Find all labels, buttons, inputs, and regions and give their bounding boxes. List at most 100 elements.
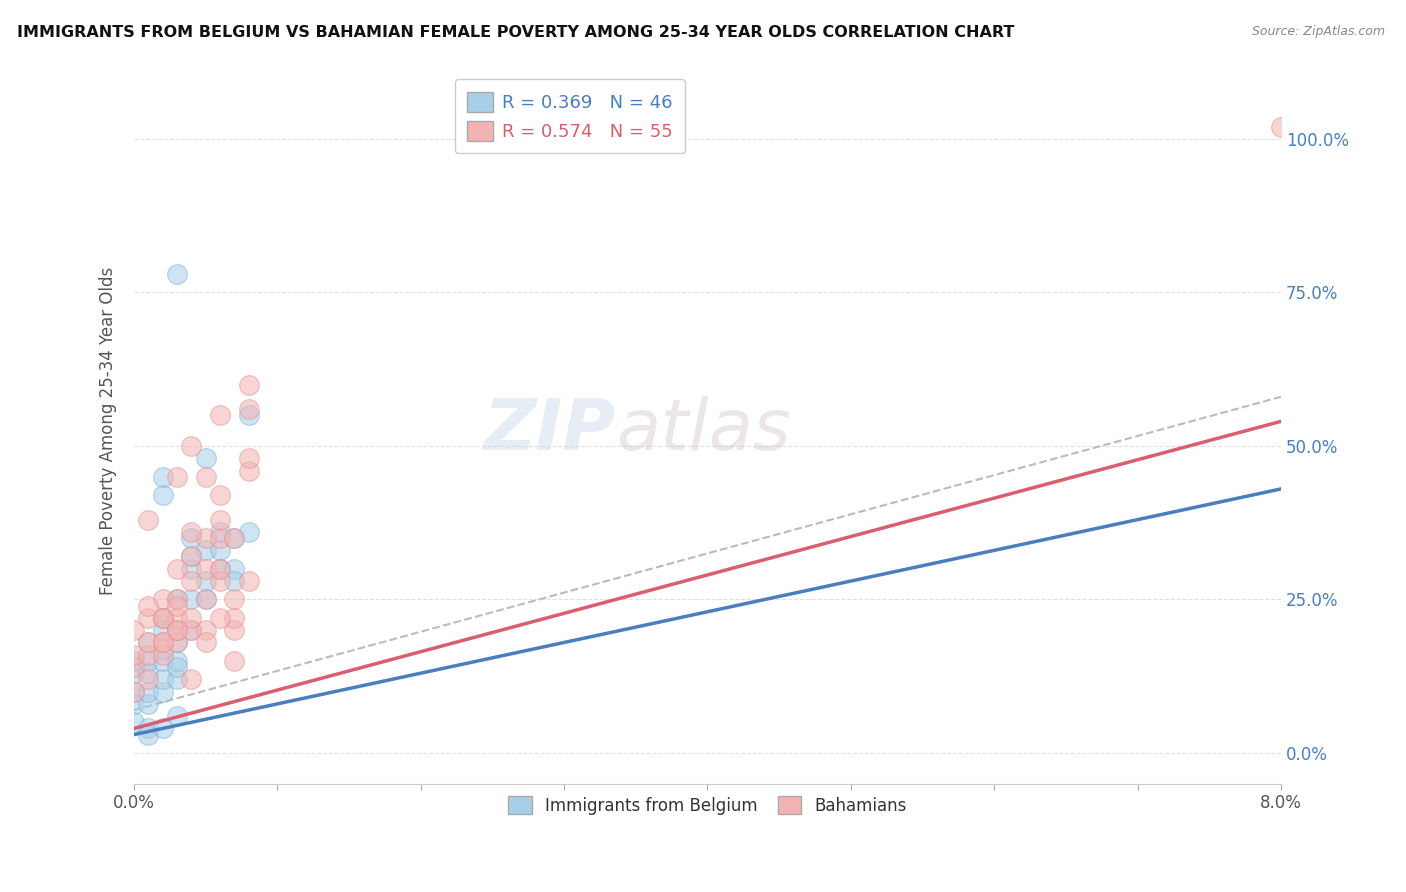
Point <box>180 592 202 607</box>
Point <box>194 469 217 483</box>
Point <box>152 673 174 687</box>
Point <box>194 574 217 588</box>
Point <box>238 409 260 423</box>
Point <box>180 673 202 687</box>
Point <box>238 463 260 477</box>
Point <box>224 592 246 607</box>
Point <box>152 611 174 625</box>
Point <box>194 562 217 576</box>
Point <box>122 697 145 711</box>
Point <box>238 402 260 417</box>
Point <box>122 660 145 674</box>
Point <box>166 623 188 637</box>
Point <box>138 611 160 625</box>
Point <box>122 684 145 698</box>
Point <box>180 531 202 545</box>
Point <box>138 648 160 662</box>
Point <box>209 562 232 576</box>
Point <box>138 722 160 736</box>
Point <box>224 623 246 637</box>
Point <box>180 623 202 637</box>
Point <box>238 524 260 539</box>
Point <box>194 635 217 649</box>
Point <box>224 611 246 625</box>
Point <box>152 722 174 736</box>
Point <box>152 684 174 698</box>
Point <box>166 592 188 607</box>
Point <box>122 684 145 698</box>
Point <box>166 267 188 281</box>
Point <box>166 562 188 576</box>
Point <box>166 599 188 613</box>
Point <box>122 715 145 730</box>
Point <box>209 409 232 423</box>
Point <box>180 439 202 453</box>
Point <box>152 635 174 649</box>
Text: ZIP: ZIP <box>484 396 616 465</box>
Point <box>194 543 217 558</box>
Point <box>138 666 160 681</box>
Point <box>166 635 188 649</box>
Point <box>180 623 202 637</box>
Point <box>209 574 232 588</box>
Point <box>209 611 232 625</box>
Text: atlas: atlas <box>616 396 790 465</box>
Point <box>138 728 160 742</box>
Point <box>138 673 160 687</box>
Point <box>209 543 232 558</box>
Point <box>138 599 160 613</box>
Point <box>166 654 188 668</box>
Point <box>122 666 145 681</box>
Point <box>138 654 160 668</box>
Point <box>166 660 188 674</box>
Point <box>166 635 188 649</box>
Point <box>238 451 260 466</box>
Point <box>152 641 174 656</box>
Point <box>138 513 160 527</box>
Point <box>224 562 246 576</box>
Y-axis label: Female Poverty Among 25-34 Year Olds: Female Poverty Among 25-34 Year Olds <box>100 267 117 595</box>
Point <box>138 635 160 649</box>
Point <box>152 592 174 607</box>
Point <box>152 623 174 637</box>
Text: IMMIGRANTS FROM BELGIUM VS BAHAMIAN FEMALE POVERTY AMONG 25-34 YEAR OLDS CORRELA: IMMIGRANTS FROM BELGIUM VS BAHAMIAN FEMA… <box>17 25 1014 40</box>
Point <box>194 531 217 545</box>
Point <box>1270 120 1292 134</box>
Point <box>224 574 246 588</box>
Point <box>138 684 160 698</box>
Point <box>152 611 174 625</box>
Point <box>138 697 160 711</box>
Point <box>122 648 145 662</box>
Legend: Immigrants from Belgium, Bahamians: Immigrants from Belgium, Bahamians <box>498 786 917 825</box>
Point <box>224 654 246 668</box>
Point <box>180 549 202 564</box>
Point <box>194 592 217 607</box>
Point <box>209 513 232 527</box>
Point <box>152 648 174 662</box>
Point <box>166 673 188 687</box>
Point <box>180 611 202 625</box>
Point <box>194 592 217 607</box>
Text: Source: ZipAtlas.com: Source: ZipAtlas.com <box>1251 25 1385 38</box>
Point <box>166 592 188 607</box>
Point <box>138 635 160 649</box>
Point <box>180 562 202 576</box>
Point <box>152 488 174 502</box>
Point <box>194 451 217 466</box>
Point <box>209 562 232 576</box>
Point <box>166 623 188 637</box>
Point <box>194 623 217 637</box>
Point <box>224 531 246 545</box>
Point <box>180 574 202 588</box>
Point <box>166 469 188 483</box>
Point <box>166 709 188 723</box>
Point <box>180 524 202 539</box>
Point <box>209 488 232 502</box>
Point <box>224 531 246 545</box>
Point <box>152 635 174 649</box>
Point <box>209 524 232 539</box>
Point <box>122 654 145 668</box>
Point <box>122 623 145 637</box>
Point <box>209 531 232 545</box>
Point <box>238 377 260 392</box>
